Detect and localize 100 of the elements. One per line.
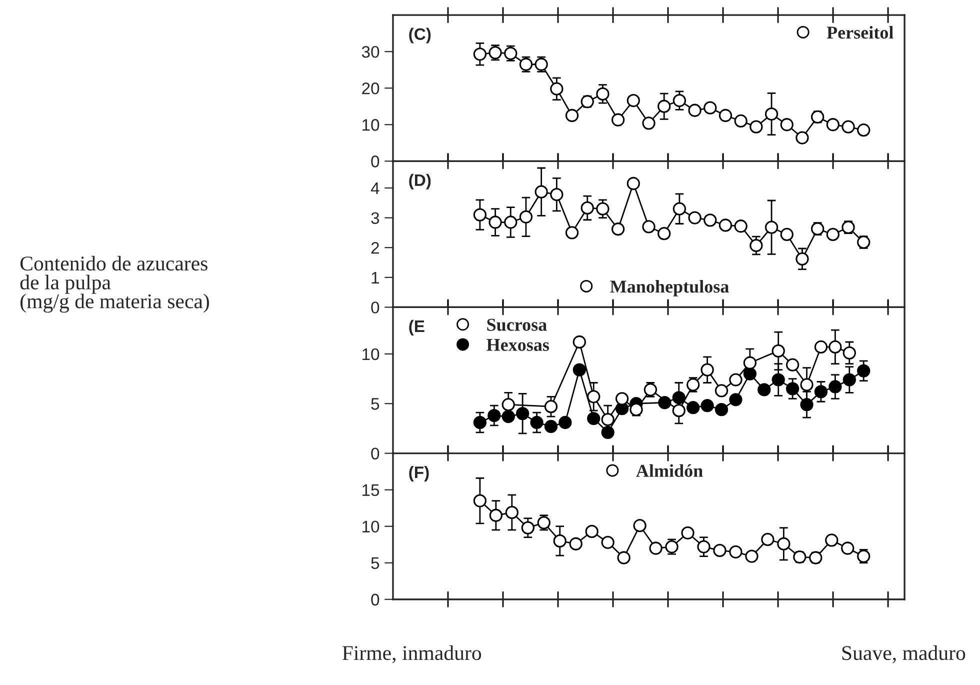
- point: [630, 403, 643, 416]
- point: [764, 220, 778, 234]
- point: [713, 544, 726, 558]
- y-tick-label: 0: [371, 156, 380, 168]
- point: [633, 519, 646, 532]
- y-tick-label: 10: [362, 119, 380, 131]
- point: [504, 216, 518, 229]
- point: [857, 124, 870, 137]
- point: [743, 356, 757, 370]
- point: [502, 410, 515, 424]
- point: [530, 416, 544, 430]
- point: [658, 100, 671, 113]
- point: [558, 416, 572, 430]
- y-tick-label: 3: [371, 212, 380, 224]
- y-tick-label: 15: [362, 484, 380, 496]
- point: [672, 391, 686, 404]
- text: Firme, inmaduro: [342, 645, 482, 664]
- point: [734, 220, 748, 233]
- point: [488, 216, 502, 229]
- point: [585, 524, 598, 538]
- y-tick-label: 20: [362, 82, 380, 94]
- point: [658, 227, 671, 240]
- point: [814, 385, 828, 398]
- point: [688, 104, 702, 117]
- point: [601, 412, 614, 426]
- point: [565, 108, 579, 122]
- point: [777, 537, 790, 550]
- point: [544, 420, 558, 434]
- point: [642, 220, 656, 234]
- y-tick-label: 2: [371, 242, 379, 254]
- point: [772, 344, 785, 358]
- y-tick-label: 0: [371, 302, 380, 314]
- y-tick-label: 5: [371, 557, 380, 570]
- point: [826, 118, 840, 132]
- point: [842, 346, 856, 360]
- point: [587, 390, 600, 404]
- point: [489, 508, 503, 522]
- point: [729, 393, 742, 406]
- text: (E: [409, 320, 424, 336]
- point: [842, 373, 856, 386]
- point: [521, 521, 534, 534]
- point: [828, 380, 842, 394]
- point: [841, 542, 854, 555]
- point: [826, 228, 840, 242]
- point: [587, 412, 600, 426]
- point: [473, 494, 487, 508]
- point: [488, 408, 501, 422]
- point: [745, 550, 758, 563]
- point: [796, 252, 809, 266]
- point: [786, 382, 800, 396]
- point: [718, 218, 732, 232]
- text: (C): [409, 28, 431, 44]
- point: [825, 534, 838, 547]
- point: [473, 48, 487, 61]
- point: [615, 392, 629, 406]
- point: [642, 116, 656, 130]
- point: [700, 363, 714, 376]
- point: [672, 94, 686, 108]
- point: [800, 398, 814, 412]
- point: [626, 176, 640, 190]
- point: [617, 551, 630, 564]
- point: [550, 82, 564, 96]
- point: [686, 401, 700, 414]
- y-tick-label: 0: [371, 594, 380, 606]
- point: [611, 113, 625, 126]
- point: [672, 202, 686, 216]
- text: (D): [409, 174, 431, 190]
- point: [750, 120, 763, 134]
- point: [649, 542, 662, 555]
- point: [672, 404, 686, 418]
- y-tick-label: 4: [370, 182, 380, 194]
- point: [714, 384, 728, 398]
- point: [729, 373, 742, 386]
- point: [553, 534, 566, 548]
- point: [681, 526, 694, 540]
- point: [580, 201, 594, 215]
- y-tick-label: 10: [362, 348, 380, 360]
- point: [626, 94, 640, 108]
- legend-label: Manoheptulosa: [610, 280, 729, 296]
- point: [516, 406, 530, 420]
- point: [601, 426, 614, 440]
- y-tick-label: 30: [362, 46, 380, 58]
- point: [596, 202, 610, 216]
- point: [780, 118, 794, 132]
- legend-label: Almidón: [636, 464, 703, 477]
- point: [572, 335, 586, 349]
- y-axis-title: Contenido de azucares de la pulpa (mg/g de materia seca): [20, 256, 209, 313]
- point: [534, 185, 548, 198]
- y-tick-label: 5: [371, 398, 380, 410]
- text: Suave, maduro: [842, 645, 966, 664]
- point: [828, 340, 842, 354]
- point: [473, 416, 487, 430]
- point: [505, 506, 518, 520]
- point: [758, 383, 771, 396]
- point: [572, 363, 586, 376]
- point: [704, 214, 717, 227]
- text: (F): [409, 466, 429, 482]
- point: [764, 107, 778, 121]
- point: [519, 210, 533, 224]
- point: [502, 398, 515, 412]
